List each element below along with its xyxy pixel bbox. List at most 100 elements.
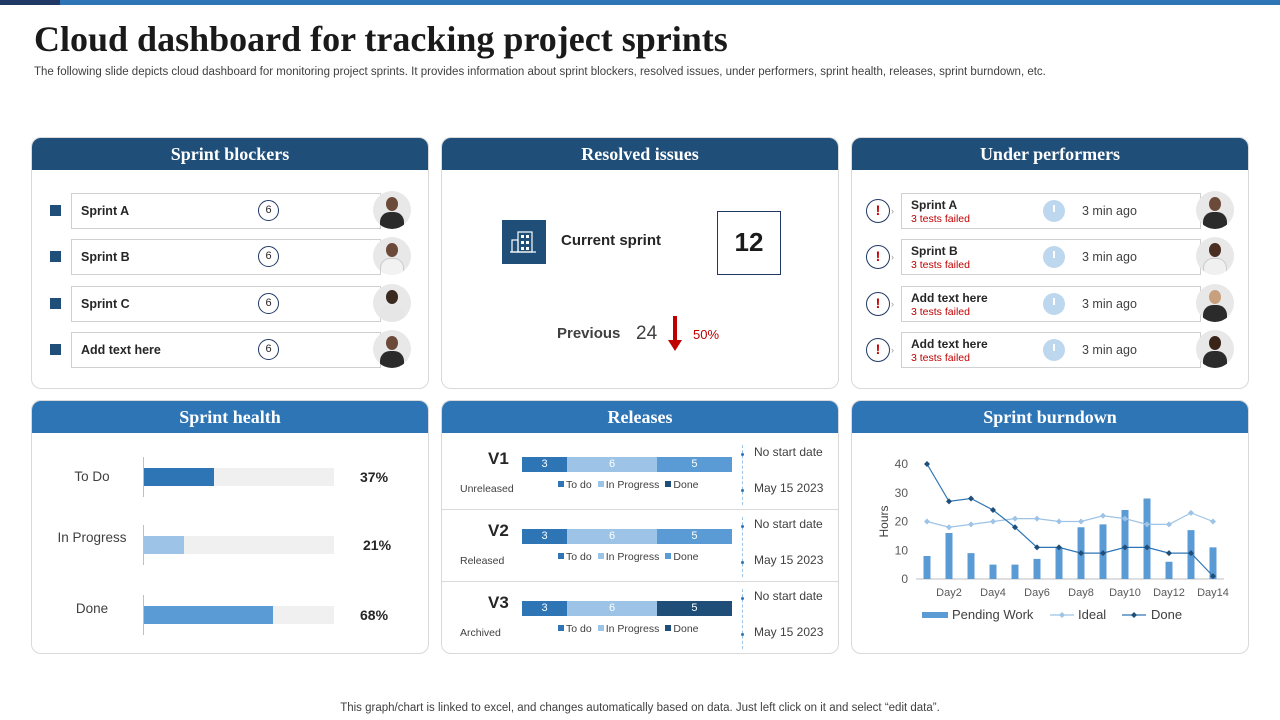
health-fill xyxy=(144,606,274,624)
legend-in-progress: In Progress xyxy=(605,623,660,635)
point-done xyxy=(1188,550,1194,557)
point-ideal xyxy=(1210,518,1216,525)
timeline-dot xyxy=(741,453,744,456)
release-segment: 6 xyxy=(567,529,657,544)
release-date: May 15 2023 xyxy=(754,625,824,639)
blocker-count: 6 xyxy=(258,200,279,221)
release-start: No start date xyxy=(754,517,823,531)
line-ideal xyxy=(926,512,1214,528)
legend-swatch-pending-work xyxy=(922,612,948,618)
under-performers-heading: Under performers xyxy=(852,138,1248,170)
y-tick-label: 40 xyxy=(895,457,909,471)
performer-name: Sprint B xyxy=(911,244,958,258)
blocker-label: Sprint B xyxy=(81,250,130,264)
resolved-issues-heading: Resolved issues xyxy=(442,138,838,170)
timeline-line xyxy=(742,517,743,577)
performer-name: Sprint A xyxy=(911,198,958,212)
release-start: No start date xyxy=(754,589,823,603)
clock-icon xyxy=(1043,293,1065,315)
performer-row[interactable]: ! › Add text here 3 tests failed 3 min ag… xyxy=(866,330,1236,368)
release-segment: 3 xyxy=(522,529,567,544)
avatar xyxy=(1196,237,1234,275)
alert-icon: ! xyxy=(866,292,890,316)
health-label: Done xyxy=(75,601,109,616)
release-row[interactable]: V3 Archived 3 6 5 To do In Progress Done No star… xyxy=(442,583,838,653)
bullet-square-icon xyxy=(50,251,61,262)
point-done xyxy=(990,507,996,513)
legend-todo: To do xyxy=(566,479,592,491)
release-version: V1 xyxy=(488,449,509,468)
point-ideal xyxy=(1144,521,1150,528)
health-row: To Do 37% xyxy=(52,457,428,497)
legend-swatch xyxy=(597,481,604,487)
timeline-dot xyxy=(741,489,744,492)
blocker-count: 6 xyxy=(258,293,279,314)
release-row[interactable]: V1 Unreleased 3 6 5 To do In Progress Done No st… xyxy=(442,439,838,509)
performer-row[interactable]: ! › Sprint B 3 tests failed 3 min ago xyxy=(866,237,1236,275)
timeline-line xyxy=(742,589,743,649)
change-percent: 50% xyxy=(693,327,720,342)
resolved-issues-panel: Resolved issues Current sprint 12 Previo… xyxy=(441,137,839,389)
avatar xyxy=(1196,284,1234,322)
previous-label: Previous xyxy=(557,325,621,342)
burndown-chart[interactable]: 0 10 20 30 40 Hours Day2 Day4 Day6 Day8 Day10 Day12… xyxy=(852,434,1248,654)
health-label: In Progress xyxy=(57,530,127,545)
release-legend: To do In Progress Done xyxy=(558,551,705,563)
performer-row[interactable]: ! › Sprint A 3 tests failed 3 min ago xyxy=(866,191,1236,229)
performer-time: 3 min ago xyxy=(1082,204,1137,218)
performer-row[interactable]: ! › Add text here 3 tests failed 3 min ag… xyxy=(866,284,1236,322)
bar-pending-work xyxy=(1143,498,1151,579)
point-ideal xyxy=(1122,515,1128,522)
blocker-row[interactable]: Sprint C 6 xyxy=(50,284,411,322)
blocker-row[interactable]: Sprint A 6 xyxy=(50,191,411,229)
current-sprint-label: Current sprint xyxy=(561,232,662,249)
health-row: In Progress 21% xyxy=(52,525,428,565)
point-done xyxy=(946,498,952,505)
y-tick-label: 10 xyxy=(895,543,909,557)
current-sprint-value: 12 xyxy=(717,211,781,275)
timeline-line xyxy=(742,445,743,505)
legend-done: Done xyxy=(673,551,699,563)
x-tick-label: Day12 xyxy=(1153,587,1185,599)
timeline-dot xyxy=(741,525,744,528)
y-tick-label: 30 xyxy=(895,486,909,500)
page-subtitle: The following slide depicts cloud dashbo… xyxy=(34,66,1046,78)
release-segment: 3 xyxy=(522,601,567,616)
performer-name: Add text here xyxy=(911,291,988,305)
avatar xyxy=(373,237,411,275)
y-tick-label: 0 xyxy=(901,572,908,586)
bar-pending-work xyxy=(1033,558,1041,579)
y-tick-label: 20 xyxy=(895,515,909,529)
legend-marker-done xyxy=(1131,612,1137,618)
performer-time: 3 min ago xyxy=(1082,297,1137,311)
legend-in-progress: In Progress xyxy=(605,551,660,563)
previous-value: 24 xyxy=(636,323,658,344)
release-row[interactable]: V2 Released 3 6 5 To do In Progress Done No star… xyxy=(442,511,838,581)
blocker-row[interactable]: Add text here 6 xyxy=(50,330,411,368)
avatar xyxy=(1196,191,1234,229)
blocker-label: Add text here xyxy=(81,343,161,357)
legend-todo: To do xyxy=(566,551,592,563)
legend-swatch xyxy=(558,481,564,487)
legend-marker-ideal xyxy=(1059,612,1065,618)
health-fill xyxy=(144,536,184,554)
bar-pending-work xyxy=(1055,547,1063,579)
point-ideal xyxy=(1188,509,1194,516)
bar-pending-work xyxy=(1209,547,1217,579)
legend-swatch xyxy=(558,553,564,559)
blocker-row[interactable]: Sprint B 6 xyxy=(50,237,411,275)
legend-swatch xyxy=(665,553,672,559)
y-axis-label: Hours xyxy=(877,505,891,537)
under-performers-panel: Under performers ! › Sprint A 3 tests fai… xyxy=(851,137,1249,389)
point-done xyxy=(1122,544,1128,551)
point-done xyxy=(968,495,974,502)
performer-status: 3 tests failed xyxy=(911,259,970,271)
bullet-square-icon xyxy=(50,344,61,355)
x-tick-label: Day8 xyxy=(1068,587,1094,599)
bar-pending-work xyxy=(967,553,975,579)
sprint-health-panel: Sprint health To Do 37% In Progress 21% … xyxy=(31,400,429,654)
point-ideal xyxy=(946,524,952,531)
point-ideal xyxy=(968,521,974,528)
